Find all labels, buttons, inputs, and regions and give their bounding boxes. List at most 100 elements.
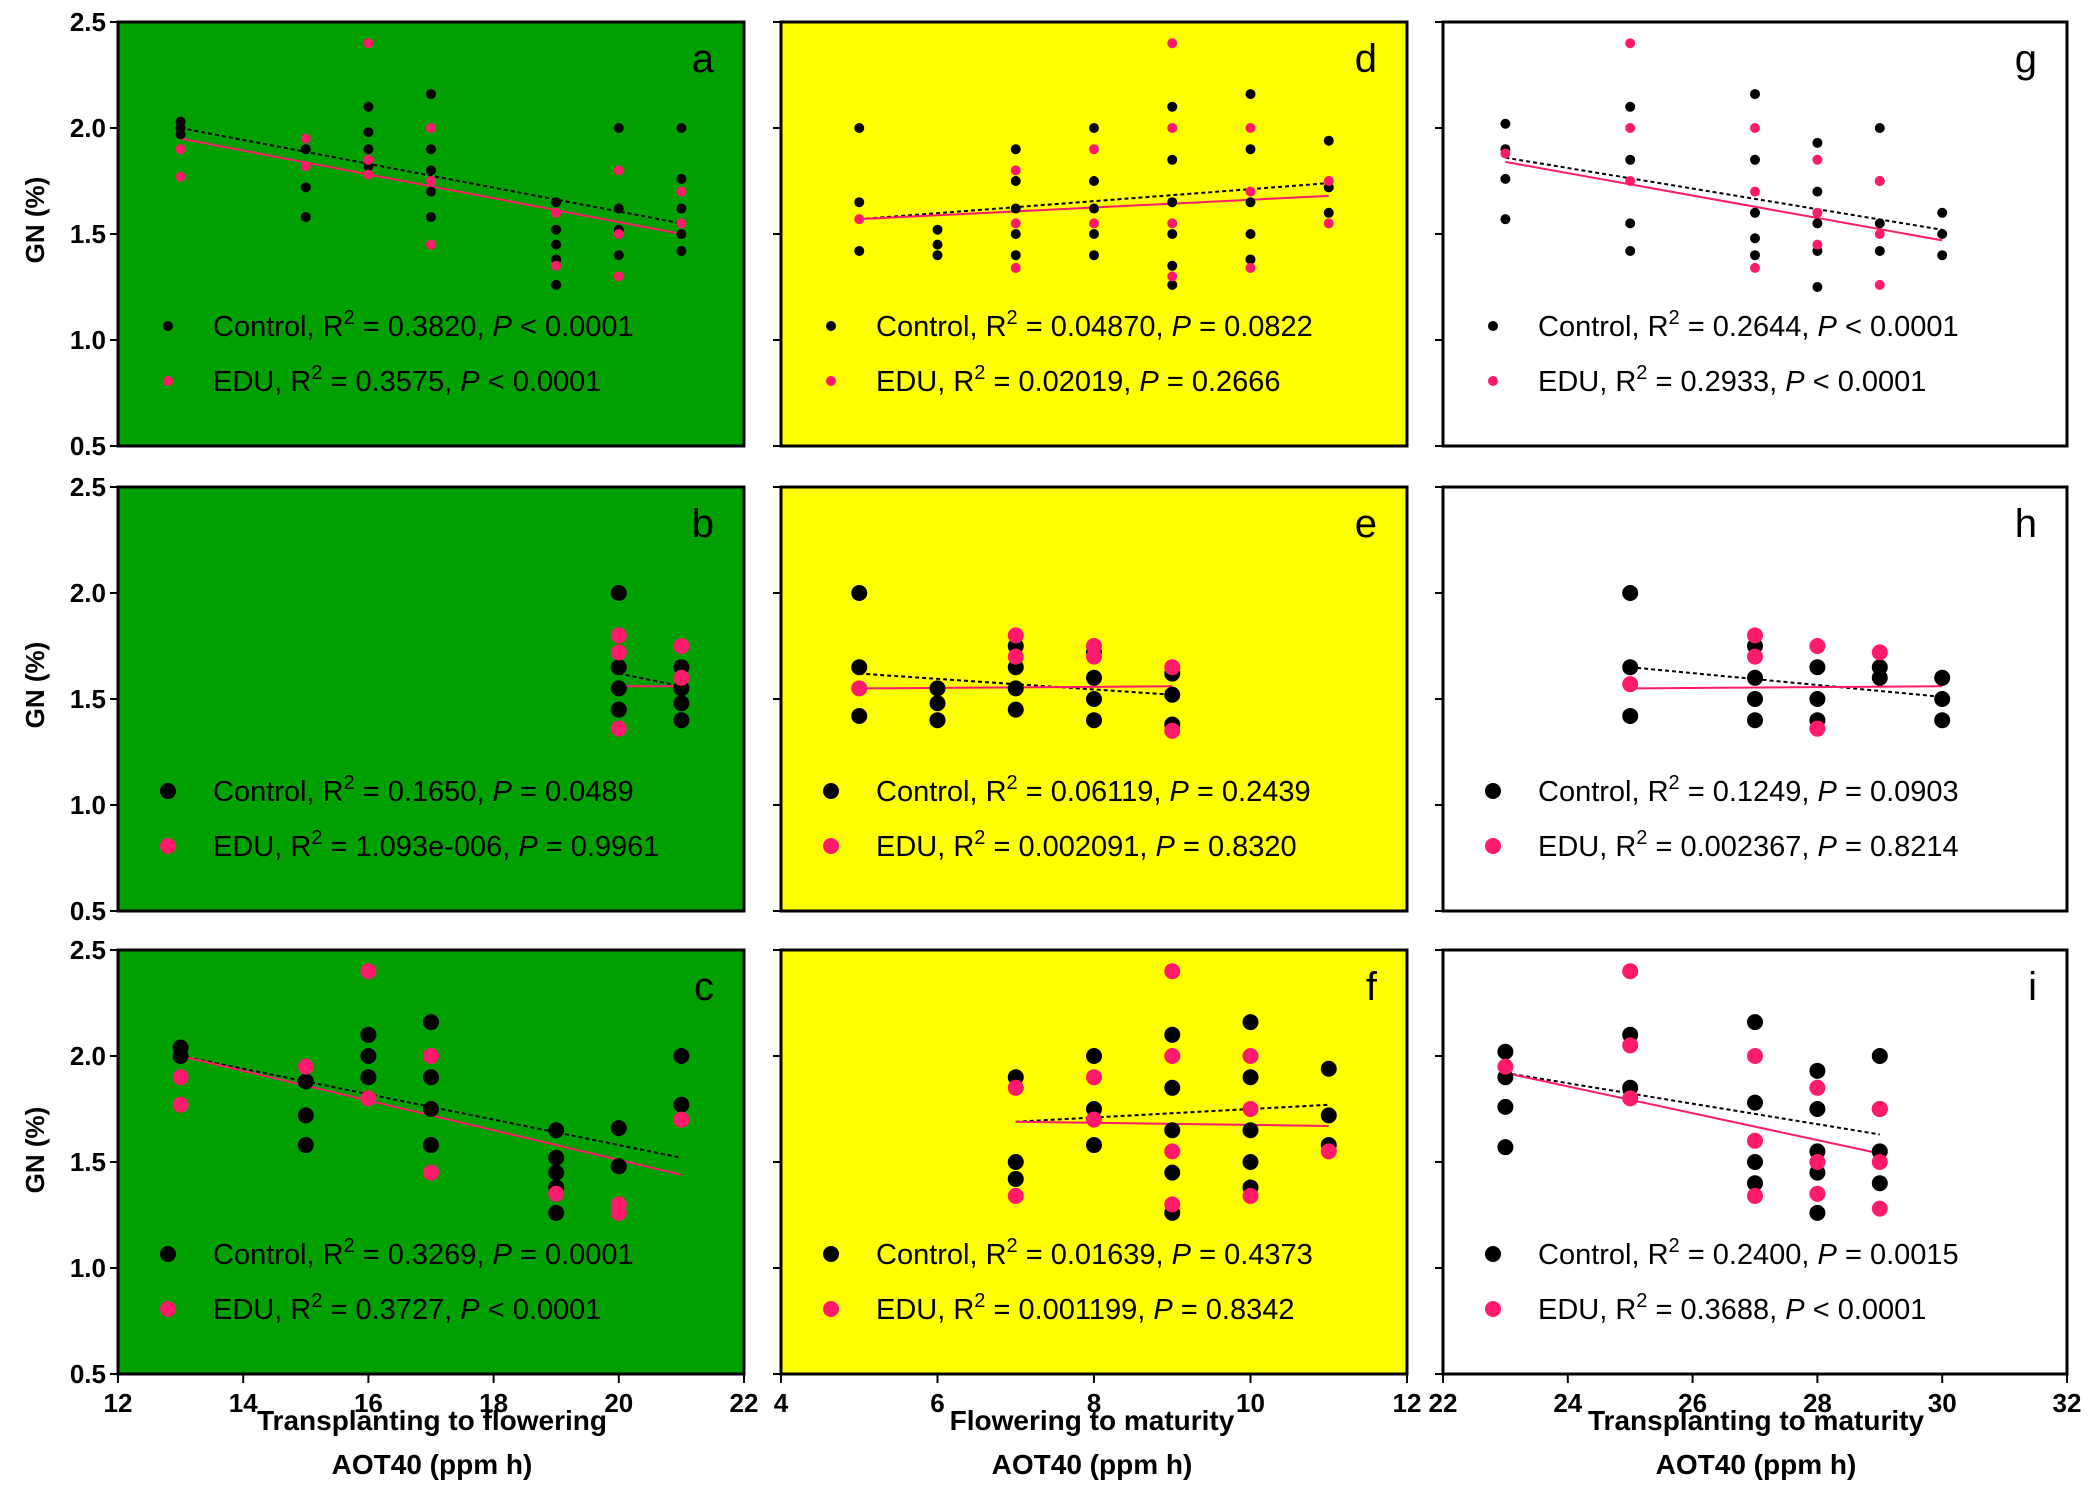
point-control xyxy=(851,707,868,724)
point-control xyxy=(1086,1137,1102,1154)
point-edu xyxy=(1809,1185,1826,1202)
point-control xyxy=(1871,669,1888,686)
point-edu xyxy=(300,161,311,172)
point-control xyxy=(172,1048,189,1064)
point-control xyxy=(1812,137,1823,148)
legend-marker-edu xyxy=(163,376,173,386)
legend-label-control: Control, R2 = 0.01639, P = 0.4373 xyxy=(876,1235,1313,1271)
point-control xyxy=(854,197,865,208)
point-control xyxy=(297,1073,314,1090)
x-tick-label: 6 xyxy=(930,1388,944,1418)
point-edu xyxy=(1871,1200,1888,1217)
point-edu xyxy=(1812,239,1823,250)
point-control xyxy=(1010,229,1021,239)
panel-b: 0.5 1.0 1.5 2.0 2.5 b Control, R2 = 0.1650, P … xyxy=(70,472,746,926)
x-tick-label: 26 xyxy=(1678,1388,1707,1418)
point-edu xyxy=(851,680,868,697)
legend-label-edu: EDU, R2 = 1.093e-006, P = 0.9961 xyxy=(213,827,659,863)
point-control xyxy=(551,279,562,290)
point-control xyxy=(854,123,865,133)
panel-letter-b: b xyxy=(692,502,714,546)
point-control xyxy=(1750,207,1760,218)
point-control xyxy=(1934,669,1951,686)
panel-h: h Control, R2 = 0.1249, P = 0.0903 EDU, R2… xyxy=(1435,485,2069,913)
legend-label-edu: EDU, R2 = 0.001199, P = 0.8342 xyxy=(876,1290,1294,1326)
x-axis-title-col-1-line-1: Transplanting to flowering xyxy=(257,1405,607,1436)
point-control xyxy=(300,144,311,155)
point-edu xyxy=(1625,176,1636,186)
point-edu xyxy=(1812,207,1823,218)
legend-label-control: Control, R2 = 0.04870, P = 0.0822 xyxy=(876,307,1313,343)
point-edu xyxy=(1164,1196,1181,1213)
legend-label-edu: EDU, R2 = 0.002367, P = 0.8214 xyxy=(1538,827,1959,863)
plot-area-b xyxy=(116,485,746,913)
point-control xyxy=(932,250,943,261)
point-edu xyxy=(551,260,562,271)
point-edu xyxy=(363,38,374,49)
legend-marker-edu xyxy=(826,376,836,386)
point-control xyxy=(363,127,374,138)
point-edu xyxy=(610,644,627,661)
legend-marker-control xyxy=(823,1246,839,1262)
panel-d: d Control, R2 = 0.04870, P = 0.0822 EDU, R… xyxy=(773,20,1409,448)
panel-g: g Control, R2 = 0.2644, P < 0.0001 EDU, R2… xyxy=(1435,20,2069,448)
legend-label-control: Control, R2 = 0.2400, P = 0.0015 xyxy=(1538,1235,1959,1271)
legend-label-edu: EDU, R2 = 0.02019, P = 0.2666 xyxy=(876,362,1281,398)
point-edu xyxy=(426,123,436,133)
point-control xyxy=(1164,1079,1181,1096)
point-edu xyxy=(854,214,865,225)
legend-marker-control xyxy=(1485,783,1501,799)
point-control xyxy=(1089,176,1099,186)
point-control xyxy=(1167,197,1178,208)
point-control xyxy=(1242,1014,1259,1031)
panel-f: 4 6 8 10 12 f Control, R2 = 0.01639, P = 0.437… xyxy=(773,948,1421,1418)
point-edu xyxy=(1164,722,1181,739)
x-tick-label: 22 xyxy=(730,1388,759,1418)
legend-marker-edu xyxy=(160,1301,176,1317)
point-edu xyxy=(297,1058,314,1075)
fit-line-control-i xyxy=(1505,1071,1880,1136)
y-tick-label: 1.0 xyxy=(70,1253,106,1283)
point-control xyxy=(1010,203,1021,214)
x-axis-title-col-1-line-2: AOT40 (ppm h) xyxy=(332,1449,533,1480)
point-edu xyxy=(1167,38,1178,49)
point-control xyxy=(1242,1122,1259,1139)
point-edu xyxy=(1245,123,1256,133)
point-edu xyxy=(360,1090,377,1107)
point-edu xyxy=(1089,144,1099,155)
point-control xyxy=(610,1158,627,1175)
point-edu xyxy=(175,144,186,155)
point-edu xyxy=(1007,1079,1024,1096)
y-tick-label: 1.0 xyxy=(70,325,106,355)
legend-label-control: Control, R2 = 0.1650, P = 0.0489 xyxy=(213,772,634,808)
point-edu xyxy=(175,171,186,182)
point-control xyxy=(673,712,690,729)
point-control xyxy=(297,1137,314,1154)
point-control xyxy=(1089,250,1099,261)
point-control xyxy=(929,695,946,712)
x-tick-label: 30 xyxy=(1928,1388,1957,1418)
point-edu xyxy=(1086,1111,1102,1128)
point-edu xyxy=(676,186,687,197)
point-control xyxy=(1812,218,1823,229)
point-edu xyxy=(1500,148,1511,159)
point-control xyxy=(613,123,624,133)
legend-label-control: Control, R2 = 0.3269, P = 0.0001 xyxy=(213,1235,634,1271)
y-tick-label: 2.5 xyxy=(70,472,106,502)
panel-letter-d: d xyxy=(1355,37,1377,81)
point-edu xyxy=(1747,1187,1763,1204)
point-control xyxy=(548,1149,565,1166)
point-edu xyxy=(1809,1154,1826,1170)
point-edu xyxy=(360,963,377,980)
point-control xyxy=(1086,691,1102,707)
legend-label-edu: EDU, R2 = 0.3727, P < 0.0001 xyxy=(213,1290,601,1326)
fit-line-edu-i xyxy=(1505,1071,1881,1155)
point-edu xyxy=(610,627,627,644)
x-tick-label: 18 xyxy=(479,1388,508,1418)
legend-label-edu: EDU, R2 = 0.3575, P < 0.0001 xyxy=(213,362,601,398)
point-edu xyxy=(1750,262,1760,273)
point-edu xyxy=(1007,1187,1024,1204)
point-edu xyxy=(613,271,624,282)
point-control xyxy=(1323,207,1334,218)
